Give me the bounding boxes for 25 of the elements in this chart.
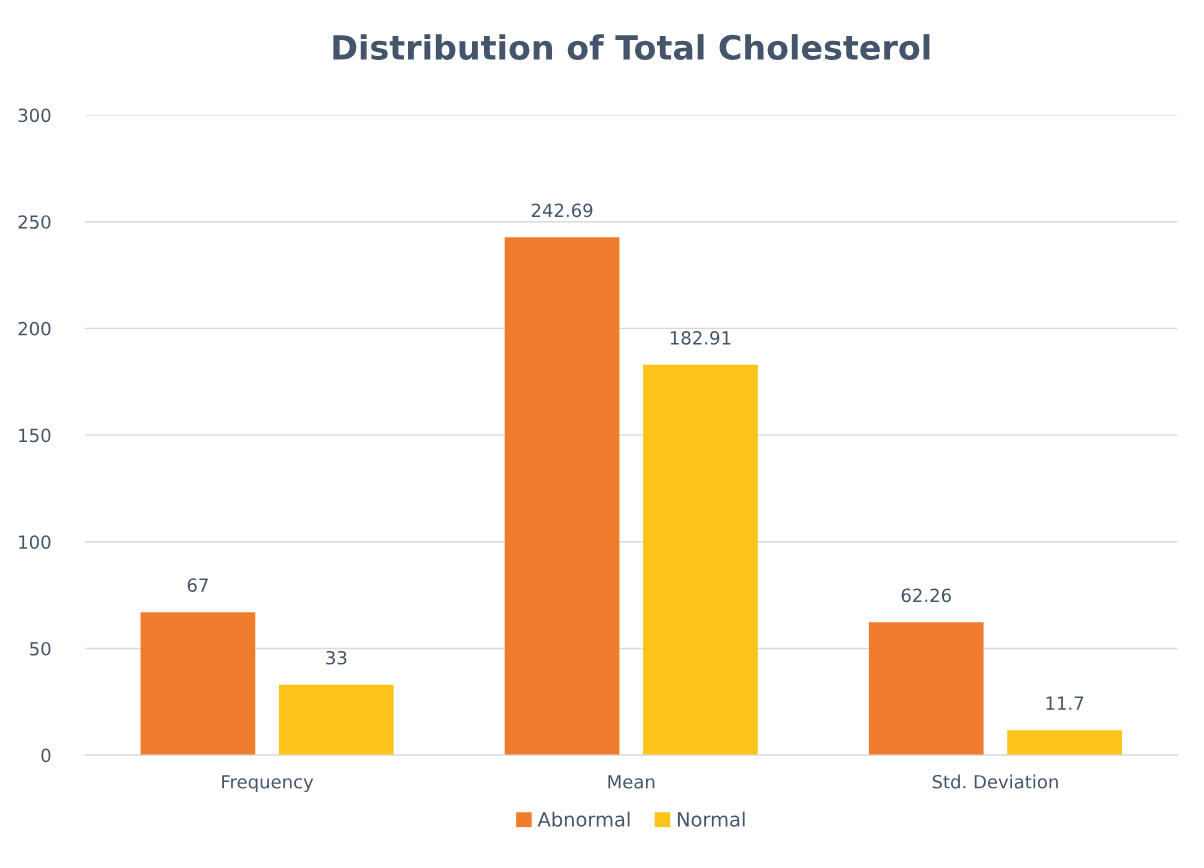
y-tick-label: 0 (41, 748, 51, 763)
chart-title: Distribution of Total Cholesterol (333, 34, 930, 60)
legend-label: Abnormal (537, 811, 630, 827)
bar (868, 622, 984, 756)
bar (1007, 730, 1122, 756)
data-label: 11.7 (1046, 696, 1084, 710)
y-tick-label: 150 (19, 428, 51, 443)
x-tick-label: Frequency (222, 775, 314, 793)
y-tick-label: 300 (18, 108, 51, 123)
bar (140, 612, 256, 756)
legend-label: Normal (677, 811, 745, 827)
bar (504, 237, 620, 756)
bar (643, 364, 758, 756)
data-label: 242.69 (531, 203, 593, 218)
y-tick-label: 200 (18, 321, 51, 336)
data-label: 62.26 (901, 588, 951, 603)
bar (278, 684, 394, 756)
y-tick-label: 50 (30, 641, 51, 656)
x-tick-label: Mean (608, 775, 655, 789)
data-label: 67 (187, 578, 208, 593)
data-label: 33 (326, 650, 347, 665)
y-tick-label: 100 (19, 535, 51, 549)
x-tick-label: Std. Deviation (932, 774, 1058, 789)
data-label: 182.91 (670, 331, 731, 345)
y-tick-label: 250 (18, 215, 51, 229)
